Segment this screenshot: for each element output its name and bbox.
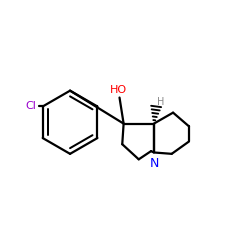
Text: H: H <box>157 97 164 107</box>
Text: HO: HO <box>110 85 127 95</box>
Text: Cl: Cl <box>25 102 36 112</box>
Text: N: N <box>150 156 159 170</box>
